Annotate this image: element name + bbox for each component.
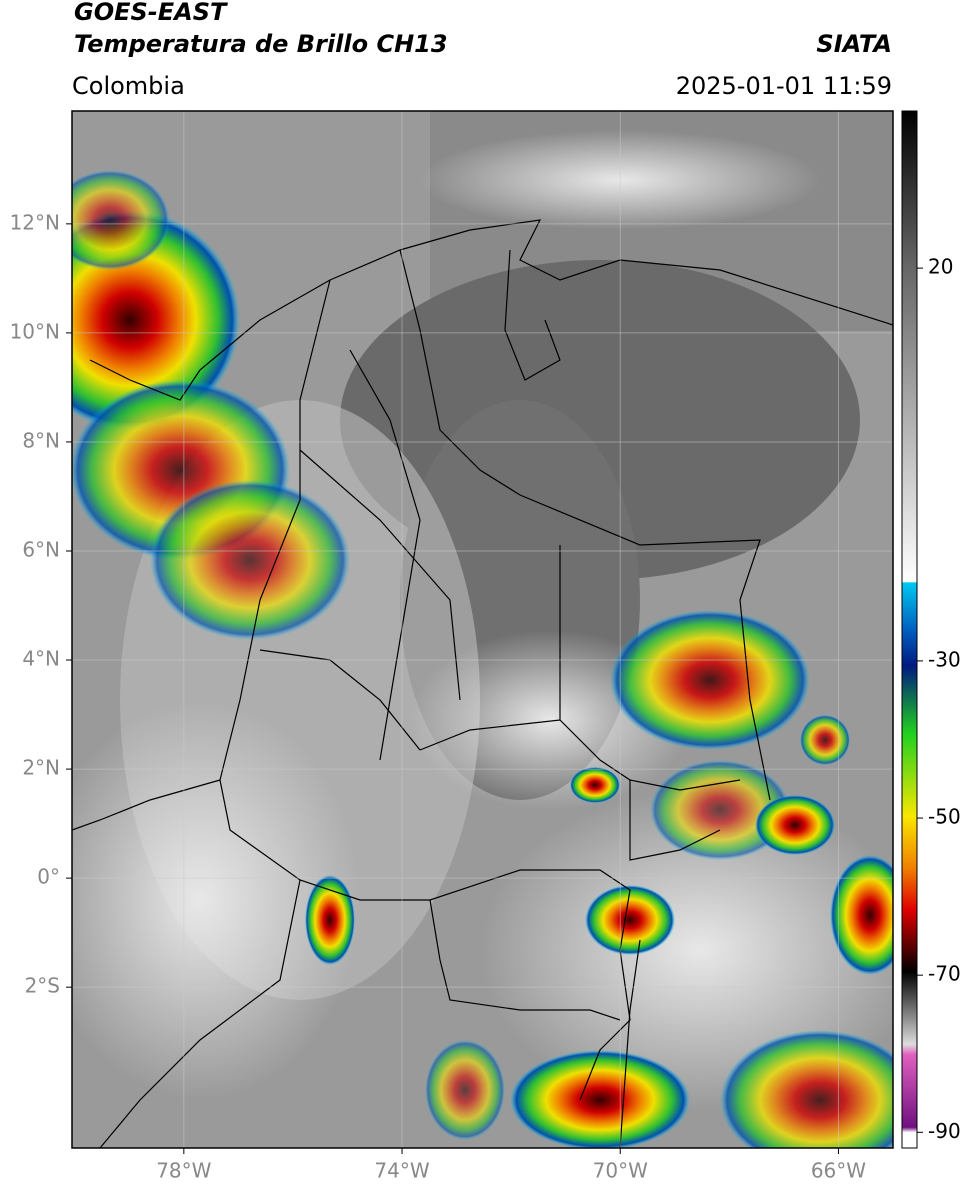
colorbar-tick-label: 20 xyxy=(928,255,953,279)
x-tick-label: 66°W xyxy=(811,1159,866,1183)
colorbar-tick-label: -70 xyxy=(928,962,961,986)
datetime: 2025-01-01 11:59 xyxy=(676,72,892,100)
satellite: GOES-EAST xyxy=(74,0,228,26)
y-tick-label: 8°N xyxy=(22,428,60,452)
product: Temperatura de Brillo CH13 xyxy=(74,30,448,58)
y-tick-label: 2°N xyxy=(22,756,60,780)
satellite-image xyxy=(72,111,893,1148)
y-tick-label: 12°N xyxy=(10,210,60,234)
x-tick-label: 78°W xyxy=(156,1159,211,1183)
colorbar-tick-label: -90 xyxy=(928,1119,961,1143)
colorbar-tick-label: -30 xyxy=(928,647,961,671)
colorbar-tick-label: -50 xyxy=(928,805,961,829)
y-tick-label: 0° xyxy=(37,865,60,889)
graticule xyxy=(72,111,893,1148)
y-tick-label: 4°N xyxy=(22,647,60,671)
map-frame xyxy=(71,110,894,1149)
region: Colombia xyxy=(72,72,185,100)
x-tick-label: 70°W xyxy=(593,1159,648,1183)
colorbar xyxy=(901,110,918,1149)
y-tick-label: 10°N xyxy=(10,319,60,343)
x-tick-label: 74°W xyxy=(374,1159,429,1183)
y-tick-label: 6°N xyxy=(22,537,60,561)
y-tick-label: 2°S xyxy=(25,974,60,998)
source: SIATA xyxy=(816,30,892,58)
